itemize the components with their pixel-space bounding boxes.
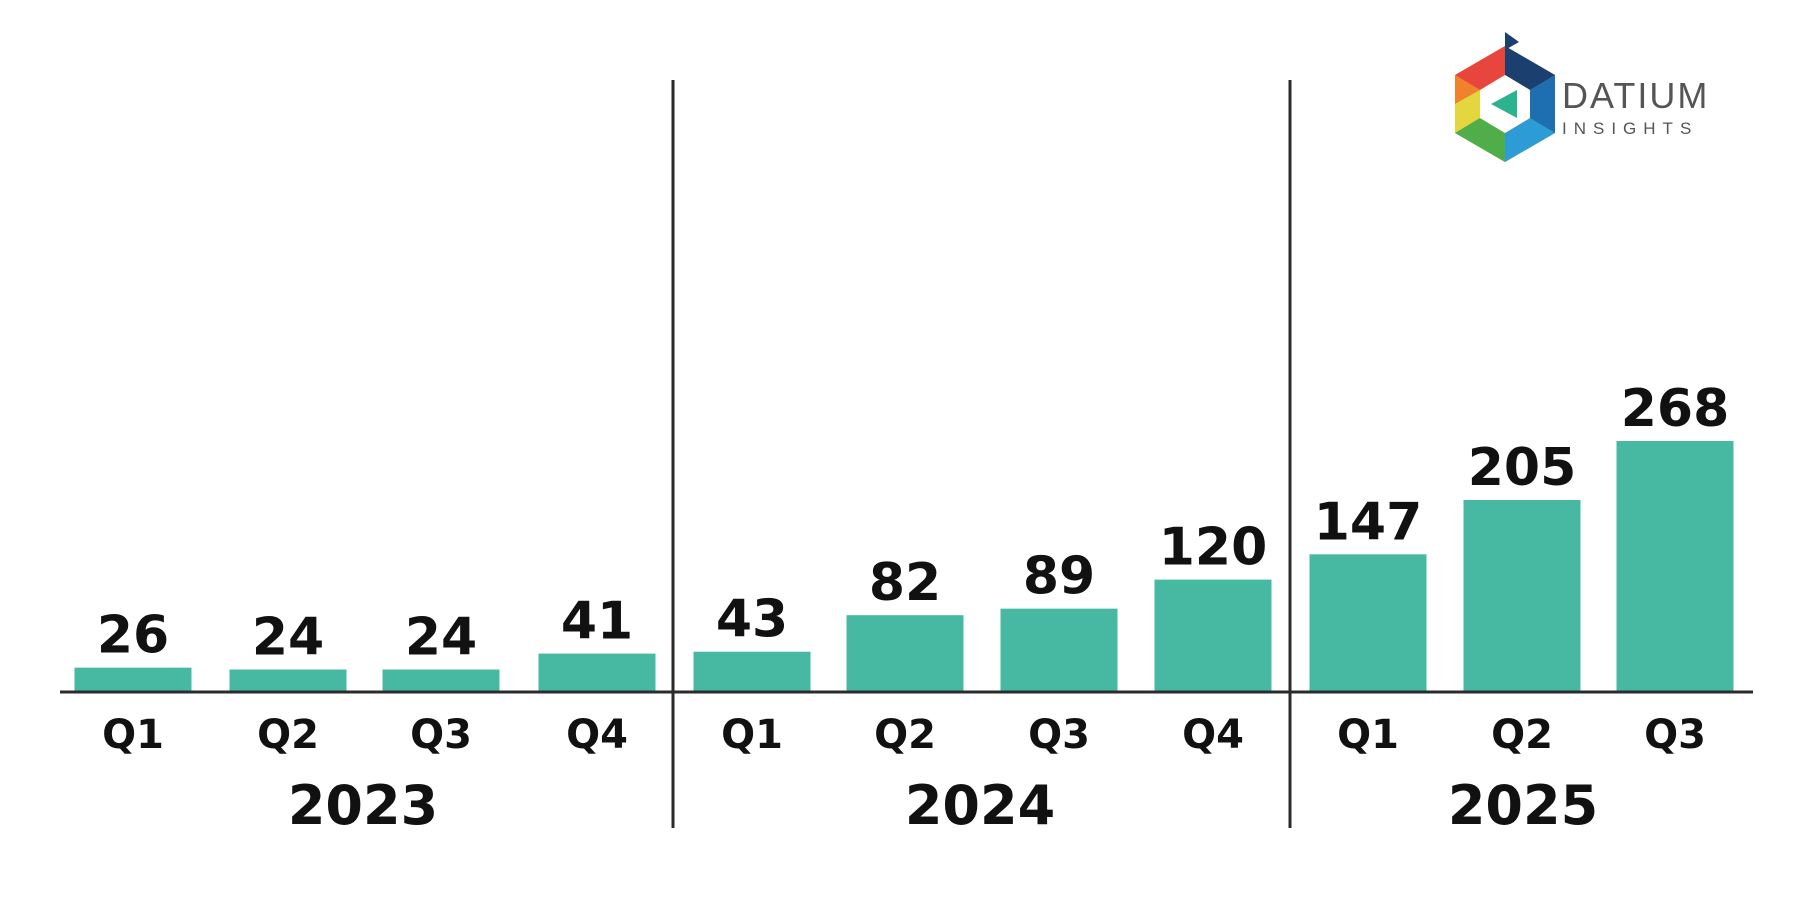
tick-label-q2-2025: Q2 xyxy=(1491,712,1553,758)
logo-subtitle: INSIGHTS xyxy=(1562,119,1698,138)
tick-label-q4-2023: Q4 xyxy=(566,712,628,758)
tick-label-q4-2024: Q4 xyxy=(1182,712,1244,758)
bar-q4-2024 xyxy=(1154,579,1272,692)
bar-q3-2024 xyxy=(1000,608,1118,692)
tick-label-q1-2023: Q1 xyxy=(102,712,164,758)
data-label-q3-2024: 89 xyxy=(1023,547,1095,607)
tick-label-q2-2024: Q2 xyxy=(874,712,936,758)
bar-q3-2023 xyxy=(382,669,500,692)
data-label-q1-2023: 26 xyxy=(97,606,169,666)
datium-hexagon-icon xyxy=(1455,32,1555,162)
bar-q2-2023 xyxy=(229,669,347,692)
bar-q4-2023 xyxy=(538,653,656,692)
bars-layer xyxy=(74,440,1734,692)
year-label-2024: 2024 xyxy=(905,774,1055,837)
data-label-q1-2025: 147 xyxy=(1314,492,1423,552)
data-label-q4-2023: 41 xyxy=(561,592,633,652)
tick-label-q3-2025: Q3 xyxy=(1644,712,1706,758)
tick-label-q3-2024: Q3 xyxy=(1028,712,1090,758)
data-label-q2-2024: 82 xyxy=(869,553,941,613)
year-label-2025: 2025 xyxy=(1448,774,1598,837)
datium-insights-logo: DATIUM INSIGHTS xyxy=(1455,32,1709,162)
year-dividers xyxy=(671,80,1292,828)
data-label-q2-2025: 205 xyxy=(1468,438,1577,498)
tick-label-q3-2023: Q3 xyxy=(410,712,472,758)
bar-q2-2025 xyxy=(1463,499,1581,692)
bar-q3-2025 xyxy=(1616,440,1734,692)
tick-label-q1-2025: Q1 xyxy=(1337,712,1399,758)
tick-label-q2-2023: Q2 xyxy=(257,712,319,758)
data-label-q4-2024: 120 xyxy=(1159,518,1268,578)
data-label-q3-2023: 24 xyxy=(405,608,477,668)
bar-q1-2024 xyxy=(693,651,811,692)
data-label-q3-2025: 268 xyxy=(1621,379,1730,439)
logo-wordmark: DATIUM xyxy=(1562,75,1709,116)
tick-label-q1-2024: Q1 xyxy=(721,712,783,758)
bar-q2-2024 xyxy=(846,615,964,692)
bar-q1-2023 xyxy=(74,667,192,692)
data-label-q1-2024: 43 xyxy=(716,590,788,650)
year-label-2023: 2023 xyxy=(288,774,438,837)
data-label-q2-2023: 24 xyxy=(252,608,324,668)
labels-layer: 26 Q1 24 Q2 24 Q3 41 Q4 43 Q1 82 Q2 89 Q3 120 Q4 147 Q1 20… xyxy=(97,379,1729,837)
bar-q1-2025 xyxy=(1309,554,1427,692)
